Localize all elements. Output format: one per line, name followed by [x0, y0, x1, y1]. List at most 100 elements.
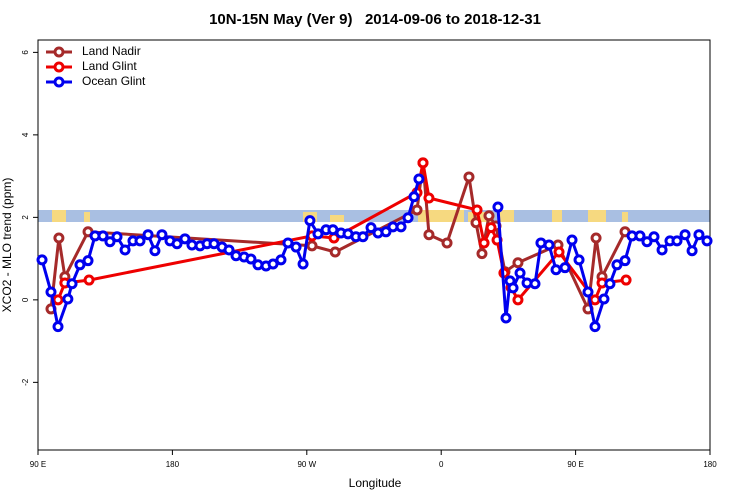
point — [329, 246, 341, 258]
x-tick-label: 90 W — [297, 460, 316, 469]
point — [514, 267, 526, 279]
y-tick-label: 4 — [21, 132, 30, 137]
y-tick-label: 0 — [21, 297, 30, 302]
series-line — [40, 178, 708, 333]
point — [507, 282, 519, 294]
point — [53, 232, 65, 244]
x-tick-label: 90 E — [567, 460, 583, 469]
series-line — [49, 162, 627, 315]
point — [492, 201, 504, 213]
point — [402, 212, 414, 224]
point — [36, 254, 48, 266]
legend-label: Land Glint — [82, 59, 137, 73]
legend-marker — [53, 46, 65, 58]
x-tick-label: 0 — [439, 460, 444, 469]
point — [483, 210, 495, 222]
point — [365, 222, 377, 234]
point — [590, 232, 602, 244]
point — [66, 278, 78, 290]
point — [701, 235, 713, 247]
point — [634, 230, 646, 242]
point — [641, 236, 653, 248]
point — [553, 246, 565, 258]
point — [512, 294, 524, 306]
point — [142, 229, 154, 241]
point — [52, 294, 64, 306]
point — [304, 215, 316, 227]
point — [679, 229, 691, 241]
point — [149, 245, 161, 257]
point — [656, 244, 668, 256]
point — [423, 229, 435, 241]
point — [104, 236, 116, 248]
point — [156, 229, 168, 241]
point — [648, 231, 660, 243]
point — [693, 229, 705, 241]
point — [411, 204, 423, 216]
point — [119, 244, 131, 256]
point — [441, 237, 453, 249]
point — [671, 235, 683, 247]
point — [52, 321, 64, 333]
point — [171, 238, 183, 250]
point — [74, 259, 86, 271]
point — [463, 171, 475, 183]
point — [589, 321, 601, 333]
point — [423, 192, 435, 204]
point — [306, 240, 318, 252]
point — [619, 255, 631, 267]
point — [282, 237, 294, 249]
point — [598, 293, 610, 305]
point — [290, 241, 302, 253]
point — [582, 286, 594, 298]
point — [566, 234, 578, 246]
point — [512, 257, 524, 269]
x-tick-label: 90 E — [30, 460, 46, 469]
point — [485, 222, 497, 234]
point — [686, 245, 698, 257]
point — [417, 157, 429, 169]
point — [134, 235, 146, 247]
point — [604, 278, 616, 290]
legend-label: Ocean Glint — [82, 74, 146, 88]
point — [611, 259, 623, 271]
point — [297, 258, 309, 270]
point — [471, 204, 483, 216]
y-axis-label: XCO2 - MLO trend (ppm) — [0, 178, 14, 313]
point — [45, 286, 57, 298]
y-tick-label: -2 — [21, 378, 30, 386]
point — [111, 231, 123, 243]
x-tick-label: 180 — [166, 460, 180, 469]
point — [267, 258, 279, 270]
point — [543, 239, 555, 251]
point — [620, 274, 632, 286]
point — [179, 233, 191, 245]
point — [413, 173, 425, 185]
point — [245, 253, 257, 265]
x-tick-label: 180 — [703, 460, 717, 469]
legend-marker — [53, 61, 65, 73]
point — [550, 264, 562, 276]
point — [589, 294, 601, 306]
point — [97, 230, 109, 242]
point — [357, 231, 369, 243]
x-axis-label: Longitude — [349, 476, 402, 490]
point — [478, 237, 490, 249]
point — [312, 228, 324, 240]
y-tick-label: 6 — [21, 50, 30, 55]
point — [395, 221, 407, 233]
point — [476, 248, 488, 260]
legend-marker — [53, 76, 65, 88]
point — [573, 254, 585, 266]
point — [82, 255, 94, 267]
point — [83, 274, 95, 286]
chart-title: 10N-15N May (Ver 9) 2014-09-06 to 2018-1… — [209, 11, 541, 28]
point — [62, 293, 74, 305]
point — [380, 226, 392, 238]
y-tick-label: 2 — [21, 215, 30, 220]
point — [408, 191, 420, 203]
point — [275, 254, 287, 266]
point — [559, 262, 571, 274]
